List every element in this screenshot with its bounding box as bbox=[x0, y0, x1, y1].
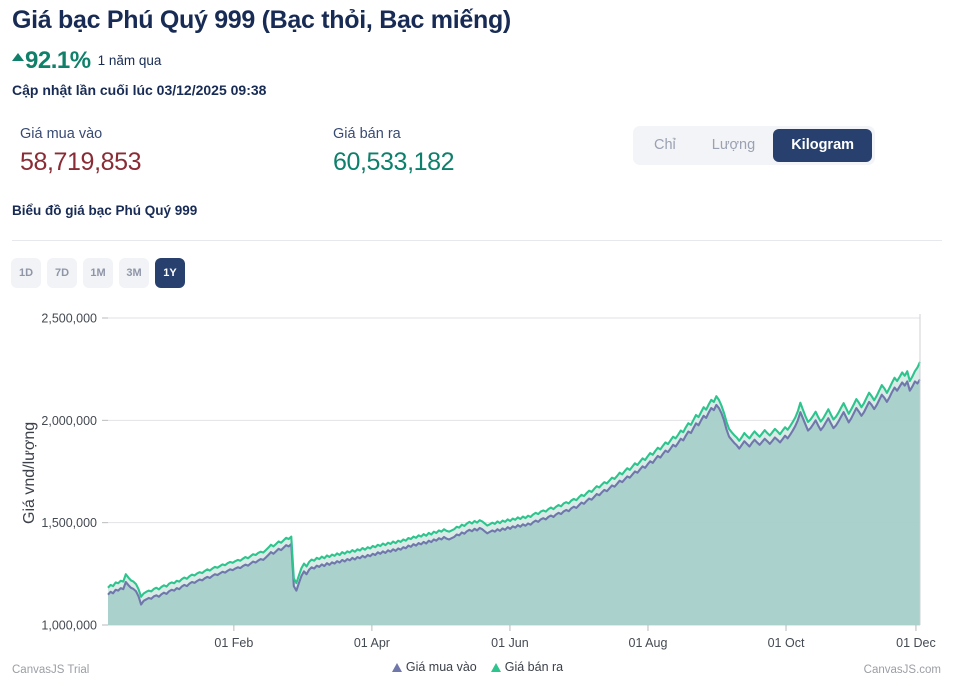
unit-option-luong[interactable]: Lượng bbox=[694, 129, 773, 162]
x-axis-label: 01 Apr bbox=[354, 636, 390, 650]
divider bbox=[12, 240, 942, 241]
series-line-buy bbox=[107, 378, 921, 606]
sell-price-label: Giá bán ra bbox=[333, 126, 401, 142]
triangle-marker-icon bbox=[490, 662, 501, 672]
range-button-3m[interactable]: 3M bbox=[119, 258, 149, 288]
buy-price-label: Giá mua vào bbox=[20, 126, 103, 142]
x-axis-label: 01 Aug bbox=[629, 636, 668, 650]
page-title: Giá bạc Phú Quý 999 (Bạc thỏi, Bạc miếng… bbox=[12, 6, 511, 34]
range-button-7d[interactable]: 7D bbox=[47, 258, 77, 288]
last-updated-text: Cập nhật lần cuối lúc 03/12/2025 09:38 bbox=[12, 82, 267, 98]
chart-series-gap-fill bbox=[108, 362, 920, 605]
x-axis-label: 01 Oct bbox=[768, 636, 805, 650]
x-axis-label: 01 Dec bbox=[896, 636, 936, 650]
legend-label-sell: Giá bán ra bbox=[504, 660, 564, 674]
y-axis-title: Giá vnd/lượng bbox=[21, 422, 38, 524]
x-axis-label: 01 Jun bbox=[491, 636, 529, 650]
chart-svg: 1,000,000 1,500,000 2,000,000 2,500,000 Giá … bbox=[21, 312, 936, 651]
change-percent-value: 92.1% bbox=[25, 47, 91, 74]
range-button-1m[interactable]: 1M bbox=[83, 258, 113, 288]
triangle-up-icon bbox=[12, 53, 24, 61]
chart-legend: Giá mua vào Giá bán ra bbox=[0, 660, 955, 674]
change-period-label: 1 năm qua bbox=[97, 53, 162, 68]
price-chart[interactable]: 1,000,000 1,500,000 2,000,000 2,500,000 Giá … bbox=[0, 296, 955, 687]
unit-toggle-group[interactable]: Chỉ Lượng Kilogram bbox=[633, 126, 876, 165]
sell-price-block: Giá bán ra 60,533,182 bbox=[333, 126, 455, 177]
unit-option-kilogram[interactable]: Kilogram bbox=[773, 129, 873, 162]
x-axis-label: 01 Feb bbox=[214, 636, 253, 650]
range-button-group[interactable]: 1D 7D 1M 3M 1Y bbox=[11, 258, 185, 288]
buy-price-value: 58,719,853 bbox=[20, 148, 142, 176]
y-axis-label: 2,000,000 bbox=[41, 414, 97, 428]
chart-area-fill bbox=[108, 362, 920, 625]
range-button-1y[interactable]: 1Y bbox=[155, 258, 185, 288]
legend-label-buy: Giá mua vào bbox=[405, 660, 477, 674]
triangle-marker-icon bbox=[391, 662, 402, 672]
chart-heading: Biểu đồ giá bạc Phú Quý 999 bbox=[12, 203, 198, 218]
canvasjs-trial-watermark: CanvasJS Trial bbox=[12, 664, 90, 676]
legend-item-sell[interactable]: Giá bán ra bbox=[490, 660, 564, 674]
unit-option-chi[interactable]: Chỉ bbox=[636, 129, 694, 162]
series-line-sell bbox=[107, 361, 921, 598]
y-axis-label: 1,000,000 bbox=[41, 619, 97, 633]
buy-price-block: Giá mua vào 58,719,853 bbox=[20, 126, 142, 177]
price-change-row: 92.1% 1 năm qua bbox=[12, 47, 161, 75]
canvasjs-credit: CanvasJS.com bbox=[863, 664, 941, 676]
sell-price-value: 60,533,182 bbox=[333, 148, 455, 176]
legend-item-buy[interactable]: Giá mua vào bbox=[391, 660, 477, 674]
range-button-1d[interactable]: 1D bbox=[11, 258, 41, 288]
y-axis-label: 2,500,000 bbox=[41, 312, 97, 326]
y-axis-label: 1,500,000 bbox=[41, 516, 97, 530]
change-percent: 92.1% bbox=[12, 47, 91, 75]
